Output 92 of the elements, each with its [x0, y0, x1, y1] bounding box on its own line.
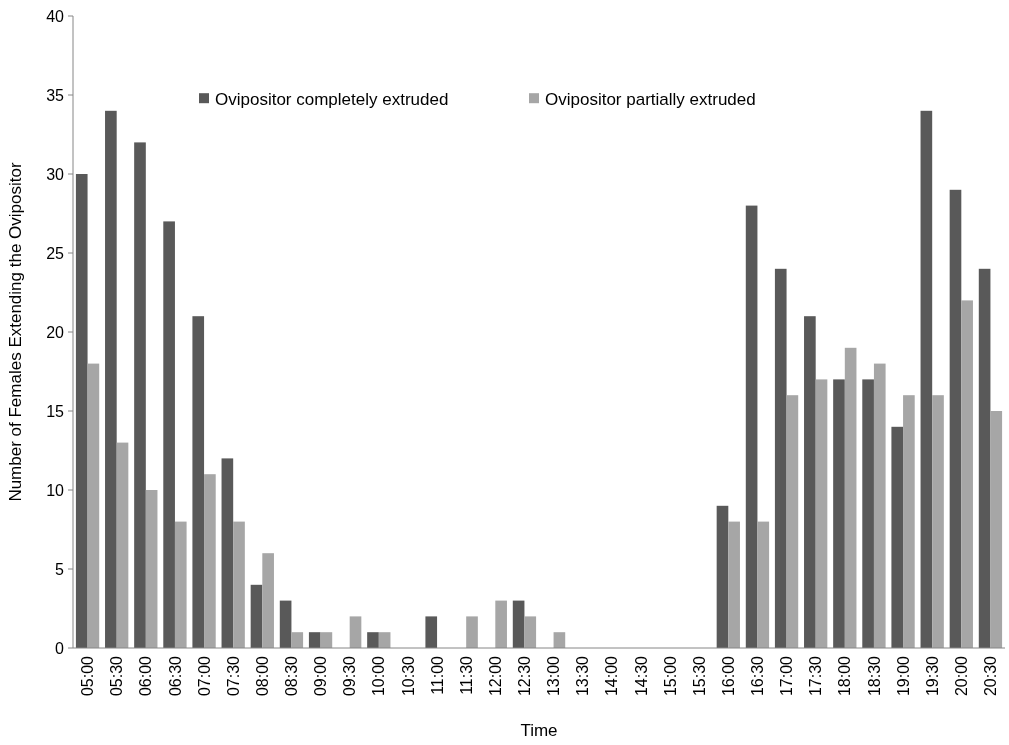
bar [495, 600, 507, 648]
bar [378, 632, 391, 648]
bar [204, 474, 216, 648]
bar [116, 442, 129, 648]
x-tick-label: 05:30 [108, 655, 126, 697]
x-tick-label: 13:30 [574, 655, 592, 697]
bar [716, 505, 729, 648]
x-tick-label: 14:00 [603, 655, 621, 697]
x-tick-label: 12:30 [516, 655, 534, 697]
x-tick-label: 13:00 [545, 655, 563, 697]
bar [87, 363, 100, 648]
bar [466, 616, 478, 648]
bar [961, 300, 973, 648]
legend-label: Ovipositor partially extruded [545, 90, 756, 110]
bar [873, 363, 886, 648]
bar [163, 221, 175, 648]
bar [949, 189, 962, 648]
x-tick-label: 11:00 [428, 655, 446, 695]
x-tick-label: 15:00 [661, 655, 679, 697]
bar [774, 268, 787, 648]
x-tick-label: 18:30 [865, 655, 883, 697]
x-tick-label: 07:00 [195, 655, 213, 697]
bar [786, 395, 799, 648]
bar [833, 379, 845, 648]
x-tick-label: 07:30 [224, 655, 242, 697]
legend-label: Ovipositor completely extruded [215, 90, 449, 110]
bar [932, 395, 944, 648]
x-tick-label: 18:00 [836, 655, 854, 697]
x-tick-label: 09:30 [341, 655, 359, 697]
x-tick-label: 10:00 [370, 655, 388, 697]
bar [320, 632, 333, 648]
x-tick-label: 08:30 [283, 655, 301, 697]
x-tick-label: 17:00 [778, 655, 796, 697]
bar [862, 379, 874, 648]
x-tick-label: 14:30 [632, 655, 650, 697]
x-tick-label: 05:00 [79, 655, 97, 697]
y-axis-title: Number of Females Extending the Ovipositor [6, 162, 25, 502]
y-tick-label: 25 [46, 244, 65, 262]
x-tick-label: 16:00 [719, 655, 737, 697]
x-tick-label: 08:00 [253, 655, 271, 697]
x-tick-label: 17:30 [807, 655, 825, 697]
bar [291, 632, 304, 648]
x-tick-label: 19:00 [894, 655, 912, 697]
bar [308, 632, 321, 648]
bar [262, 553, 274, 648]
bar [105, 110, 117, 648]
bar [221, 458, 234, 648]
y-tick-label: 30 [46, 165, 65, 183]
bar [192, 316, 205, 648]
x-tick-label: 15:30 [690, 655, 708, 697]
bar [367, 632, 379, 648]
y-tick-label: 20 [46, 323, 65, 341]
bar [903, 395, 915, 648]
x-tick-label: 12:00 [486, 655, 504, 697]
y-tick-label: 15 [46, 402, 65, 420]
x-tick-label: 11:30 [457, 655, 475, 695]
bar [978, 268, 991, 648]
bar [804, 316, 816, 648]
bar [174, 521, 187, 648]
bar [757, 521, 770, 648]
x-tick-label: 20:00 [952, 655, 970, 697]
bar [425, 616, 438, 648]
bar [512, 600, 525, 648]
bar [279, 600, 292, 648]
bar [920, 110, 933, 648]
x-tick-label: 09:00 [312, 655, 330, 697]
x-axis-title: Time [520, 721, 558, 740]
bar [134, 142, 146, 648]
bar [145, 490, 158, 648]
bar [233, 521, 245, 648]
y-tick-label: 35 [46, 86, 65, 104]
x-tick-label: 06:30 [166, 655, 184, 697]
bar [990, 411, 1003, 648]
bar [553, 632, 566, 648]
y-tick-label: 5 [55, 560, 65, 578]
x-tick-label: 20:30 [982, 655, 1000, 697]
y-tick-label: 10 [46, 481, 65, 499]
bar [745, 205, 758, 648]
bar [815, 379, 828, 648]
x-tick-label: 10:30 [399, 655, 417, 697]
bar [891, 426, 904, 648]
bar [349, 616, 362, 648]
x-tick-label: 06:00 [137, 655, 155, 697]
bar [728, 521, 740, 648]
y-tick-label: 0 [55, 639, 65, 657]
y-tick-label: 40 [46, 7, 65, 25]
x-tick-label: 16:30 [749, 655, 767, 697]
bar [250, 584, 263, 648]
x-tick-label: 19:30 [923, 655, 941, 697]
bar [844, 347, 857, 648]
bar [75, 174, 88, 648]
bar [524, 616, 537, 648]
